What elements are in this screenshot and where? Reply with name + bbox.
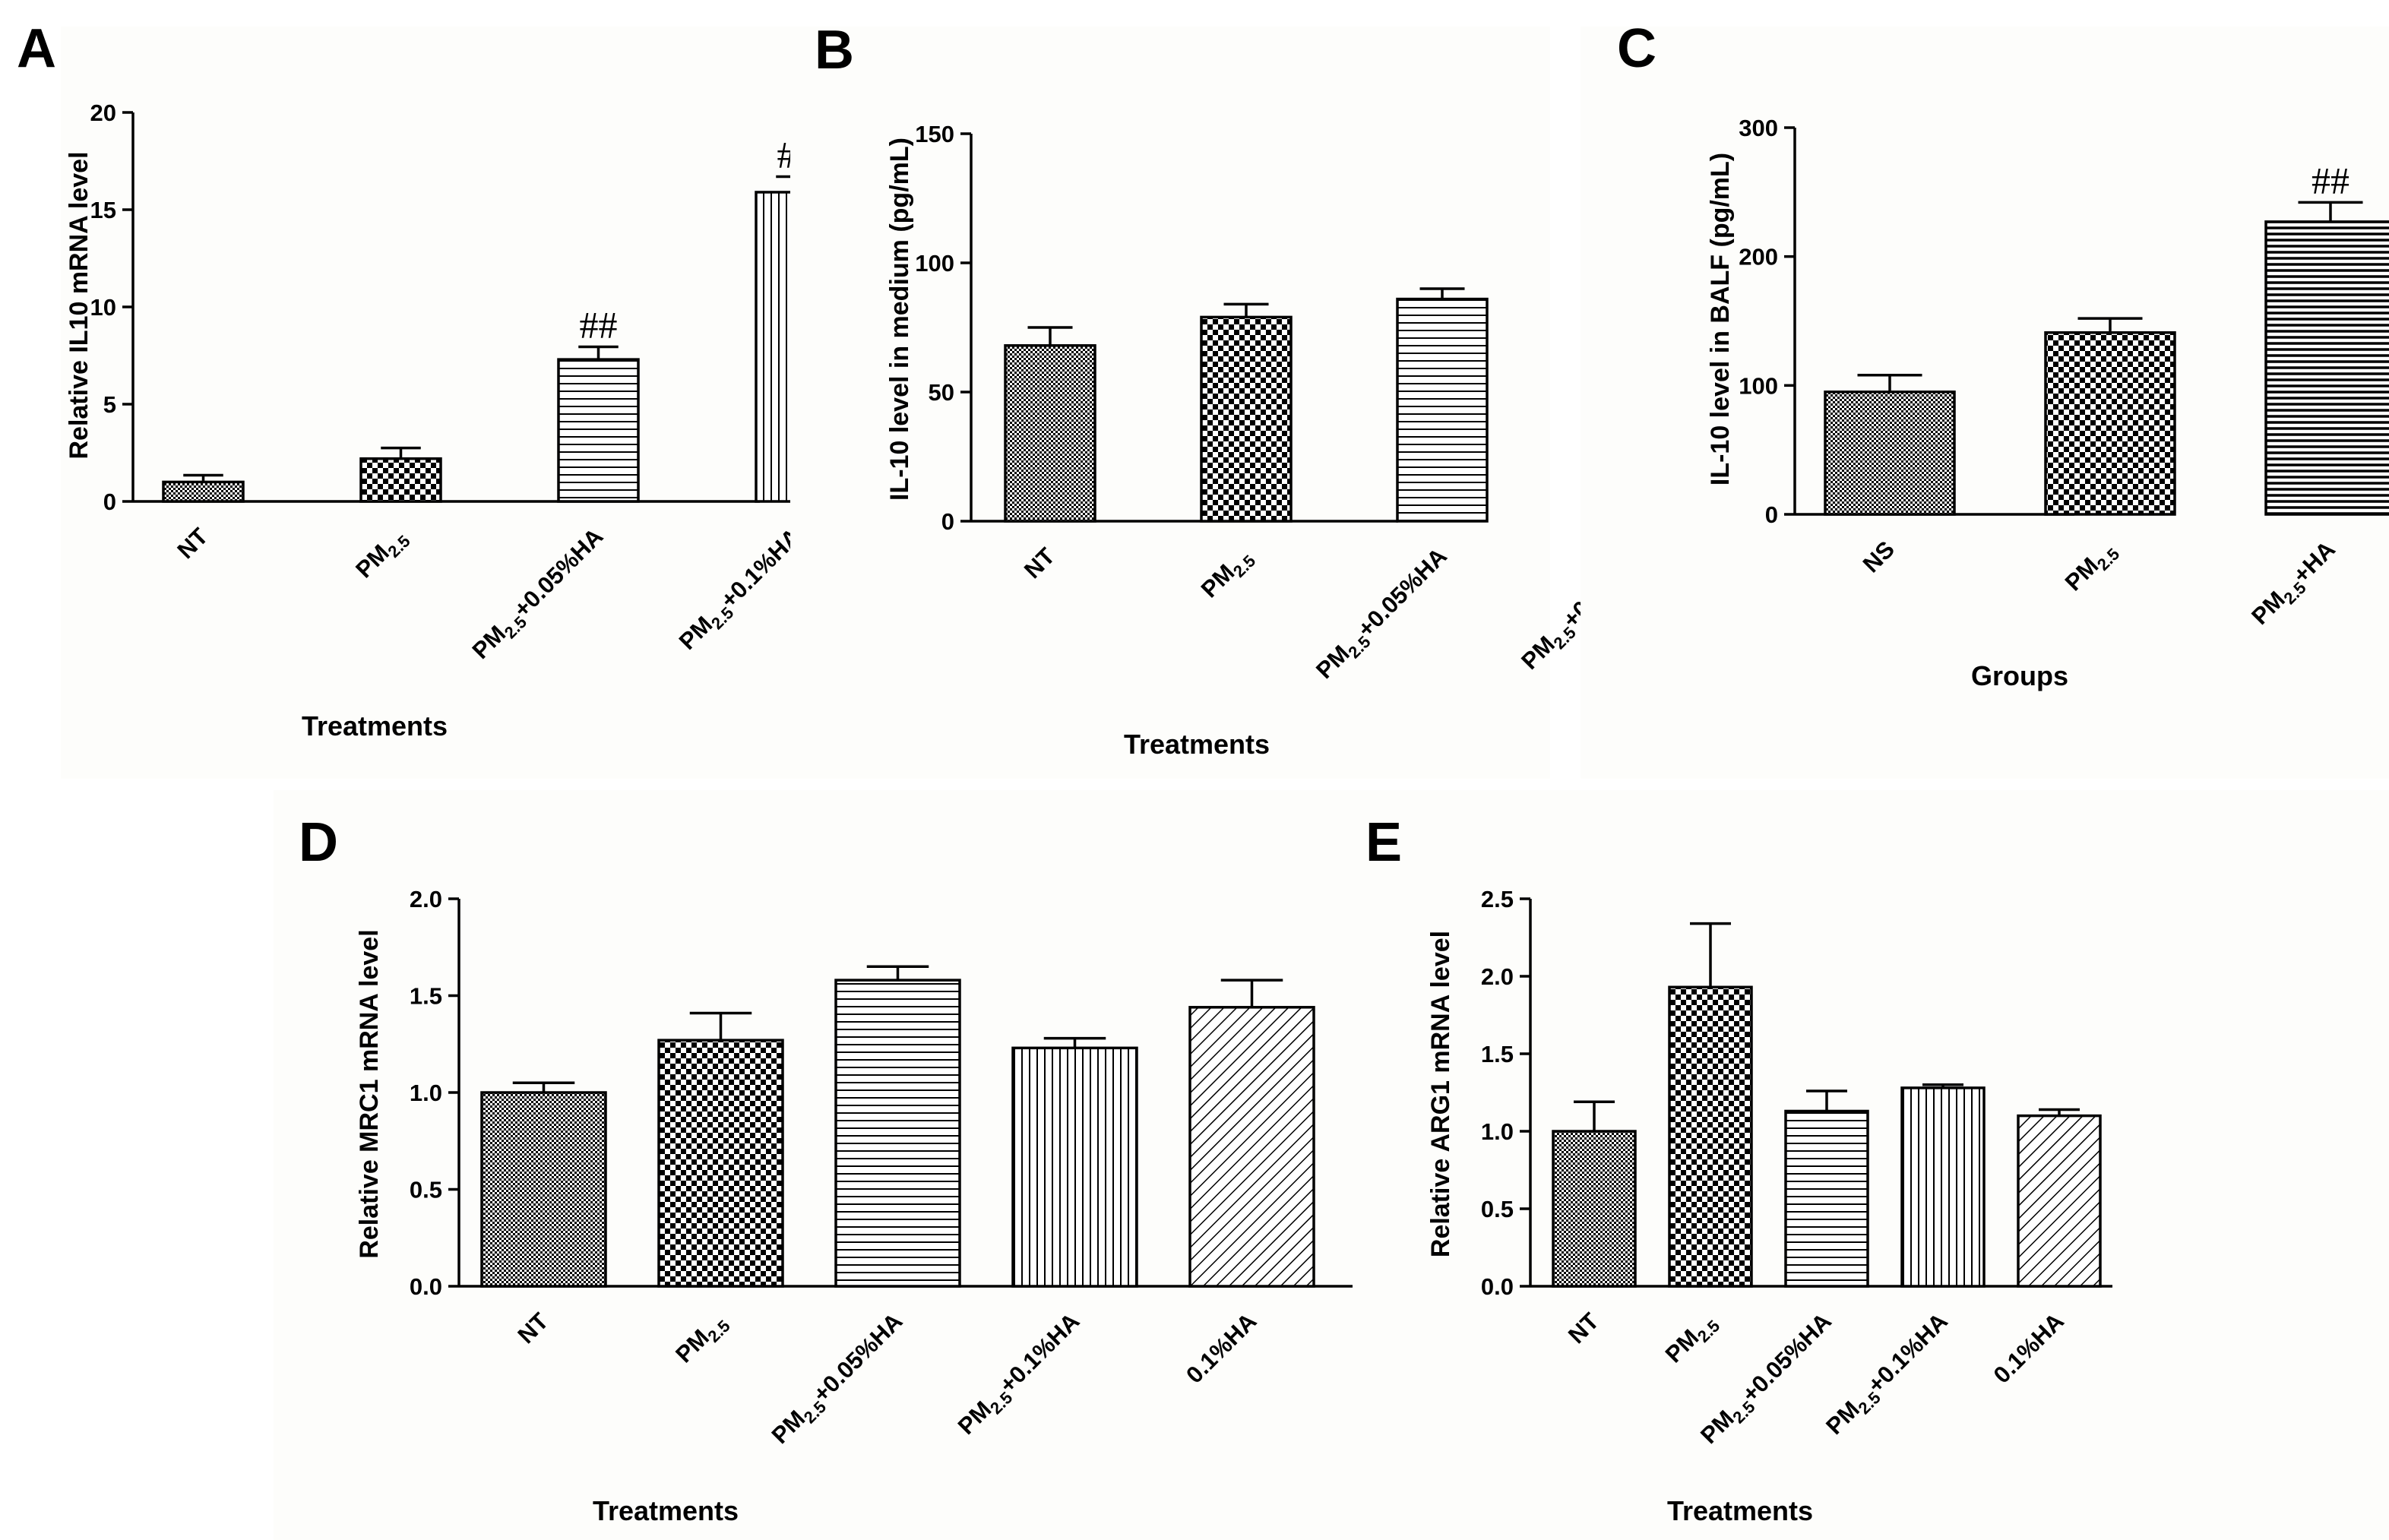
bar-3	[1396, 297, 1489, 523]
bar-3	[834, 979, 961, 1288]
bar-2	[2044, 331, 2176, 516]
bar-1	[480, 1091, 607, 1288]
y-tick-label: 1.5	[410, 983, 442, 1010]
panel-background	[1353, 790, 2389, 1540]
y-tick-label: 2.0	[1481, 963, 1514, 990]
bar-3	[557, 358, 640, 503]
bar-5	[1188, 1006, 1315, 1288]
bar-4	[1900, 1086, 1986, 1288]
y-axis-label: Relative ARG1 mRNA level	[1426, 931, 1455, 1257]
significance-marker: ##	[2311, 159, 2349, 201]
y-tick-label: 0.5	[1481, 1196, 1514, 1222]
y-tick-label: 0	[1765, 501, 1778, 528]
panel-background	[1581, 27, 2389, 779]
significance-marker: ##	[580, 303, 618, 346]
y-axis-label: IL-10 level in medium (pg/mL)	[885, 138, 914, 501]
y-tick-label: 300	[1739, 115, 1778, 141]
x-axis-label: Treatments	[1667, 1495, 1813, 1526]
y-tick-label: 5	[103, 391, 116, 418]
y-tick-label: 20	[90, 100, 116, 126]
x-axis-label: Groups	[1971, 660, 2068, 691]
y-tick-label: 100	[1739, 372, 1778, 399]
y-tick-label: 200	[1739, 244, 1778, 270]
y-tick-label: 0	[103, 489, 116, 515]
bar-5	[2017, 1114, 2102, 1288]
y-axis-label: IL-10 level in BALF (pg/mL)	[1706, 153, 1735, 485]
y-tick-label: 0	[941, 508, 954, 535]
y-tick-label: 15	[90, 197, 116, 223]
x-axis-label: Treatments	[593, 1495, 739, 1526]
y-axis-label: Relative MRC1 mRNA level	[355, 929, 384, 1258]
panel-label: A	[17, 18, 56, 79]
panel-label: C	[1617, 18, 1656, 79]
bar-2	[359, 457, 442, 503]
y-tick-label: 1.0	[1481, 1118, 1514, 1145]
x-axis-label: Treatments	[302, 710, 448, 742]
bar-1	[1004, 344, 1096, 523]
y-tick-label: 10	[90, 294, 116, 321]
chart-panel-e: E 0.0 0.5 1.0 1.5 2.0 2.5 Relative ARG1 mRNA le…	[1353, 790, 2389, 1540]
panel-label: B	[815, 20, 854, 81]
y-tick-label: 50	[929, 379, 954, 406]
y-tick-label: 0.5	[410, 1177, 442, 1203]
x-axis-label: Treatments	[1124, 729, 1270, 760]
bar-3	[2264, 220, 2389, 516]
bar-2	[1200, 315, 1293, 523]
y-tick-label: 0.0	[1481, 1273, 1514, 1300]
panel-label: D	[299, 812, 338, 873]
bar-4	[1011, 1046, 1138, 1288]
bar-2	[1668, 985, 1753, 1288]
y-tick-label: 2.0	[410, 886, 442, 912]
y-tick-label: 2.5	[1481, 886, 1514, 912]
bar-1	[1552, 1130, 1637, 1288]
bar-2	[657, 1039, 784, 1288]
y-tick-label: 150	[915, 121, 954, 147]
bar-1	[162, 480, 245, 503]
y-tick-label: 0.0	[410, 1273, 442, 1300]
y-tick-label: 100	[915, 250, 954, 277]
panel-label: E	[1365, 812, 1402, 873]
panel-background	[61, 27, 821, 779]
y-tick-label: 1.5	[1481, 1041, 1514, 1067]
bar-1	[1824, 391, 1956, 516]
chart-panel-d: D 0.0 0.5 1.0 1.5 2.0 Relative MRC1 mRNA level…	[274, 790, 1398, 1540]
y-axis-label: Relative IL10 mRNA level	[65, 151, 93, 459]
bar-3	[1784, 1109, 1869, 1288]
y-tick-label: 1.0	[410, 1080, 442, 1106]
